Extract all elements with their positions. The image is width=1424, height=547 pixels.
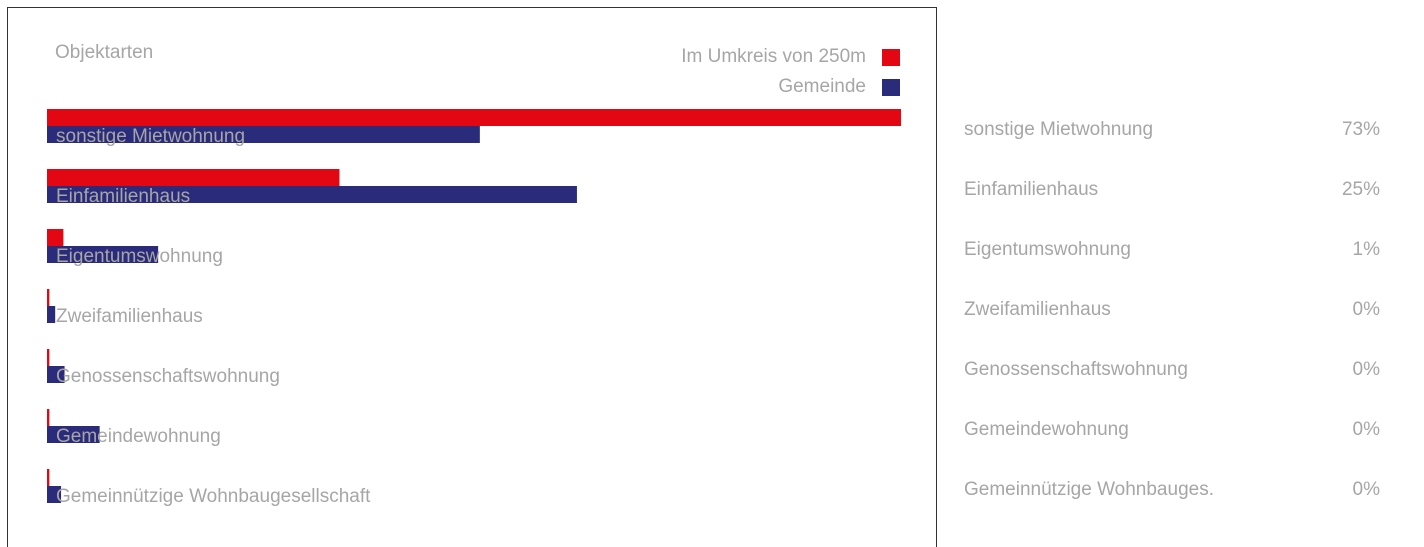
list-item: Einfamilienhaus 25%: [964, 172, 1380, 232]
bar-radius-1: [47, 169, 340, 186]
category-label: Einfamilienhaus: [56, 186, 190, 207]
list-item-label: Einfamilienhaus: [964, 179, 1099, 200]
list-item-value: 25%: [1341, 179, 1380, 200]
list-item-value: 0%: [1352, 299, 1380, 320]
bar-municipality-2: [47, 246, 159, 263]
list-item-label: Gemeindewohnung: [964, 419, 1129, 440]
category-label: Genossenschaftswohnung: [56, 366, 280, 387]
bar-radius-6: [47, 469, 50, 486]
list-item-label: Eigentumswohnung: [964, 239, 1131, 260]
legend-entry-municipality: Gemeinde: [681, 72, 900, 102]
list-item-value: 0%: [1352, 359, 1380, 380]
bar-municipality-6: [47, 486, 62, 503]
list-item: Genossenschaftswohnung 0%: [964, 352, 1380, 412]
legend-swatch-radius: [882, 48, 900, 66]
bar-municipality-4: [47, 366, 65, 383]
bar-radius-0: [47, 109, 901, 126]
legend-entry-radius: Im Umkreis von 250m: [681, 42, 900, 72]
list-item-value: 1%: [1352, 239, 1380, 260]
chart-panel: Objektarten Im Umkreis von 250m Gemeinde…: [7, 7, 937, 547]
bar-radius-5: [47, 409, 50, 426]
category-label: Gemeinnützige Wohnbaugesellschaft: [56, 486, 371, 507]
category-label: Zweifamilienhaus: [56, 306, 203, 327]
list-item: Eigentumswohnung 1%: [964, 232, 1380, 292]
category-label: sonstige Mietwohnung: [56, 126, 245, 147]
list-item-label: Zweifamilienhaus: [964, 299, 1111, 320]
list-item-label: Gemeinnützige Wohnbauges.: [964, 479, 1214, 500]
list-item-label: Genossenschaftswohnung: [964, 359, 1188, 380]
chart-title: Objektarten: [55, 42, 154, 63]
list-item-label: sonstige Mietwohnung: [964, 119, 1154, 140]
bar-municipality-5: [47, 426, 100, 443]
bar-radius-2: [47, 229, 64, 246]
list-item-value: 0%: [1352, 419, 1380, 440]
bar-radius-3: [47, 289, 50, 306]
category-label: Gemeindewohnung: [56, 426, 221, 447]
bar-municipality-1: [47, 186, 577, 203]
list-item: Gemeindewohnung 0%: [964, 412, 1380, 472]
chart-legend: Im Umkreis von 250m Gemeinde: [681, 42, 900, 102]
bar-radius-4: [47, 349, 50, 366]
list-item-value: 0%: [1352, 479, 1380, 500]
percentage-list: sonstige Mietwohnung 73% Einfamilienhaus 25…: [964, 112, 1380, 532]
list-item: Zweifamilienhaus 0%: [964, 292, 1380, 352]
bar-chart: sonstige Mietwohnung Einfamilienhaus Eigen…: [47, 109, 901, 507]
legend-swatch-municipality: [882, 78, 900, 96]
bar-municipality-3: [47, 306, 56, 323]
legend-label-municipality: Gemeinde: [778, 76, 866, 97]
list-item: Gemeinnützige Wohnbauges. 0%: [964, 472, 1380, 532]
category-label: Eigentumswohnung: [56, 246, 223, 267]
bar-municipality-0: [47, 126, 480, 143]
legend-label-radius: Im Umkreis von 250m: [681, 46, 866, 67]
list-item: sonstige Mietwohnung 73%: [964, 112, 1380, 172]
list-item-value: 73%: [1341, 119, 1380, 140]
